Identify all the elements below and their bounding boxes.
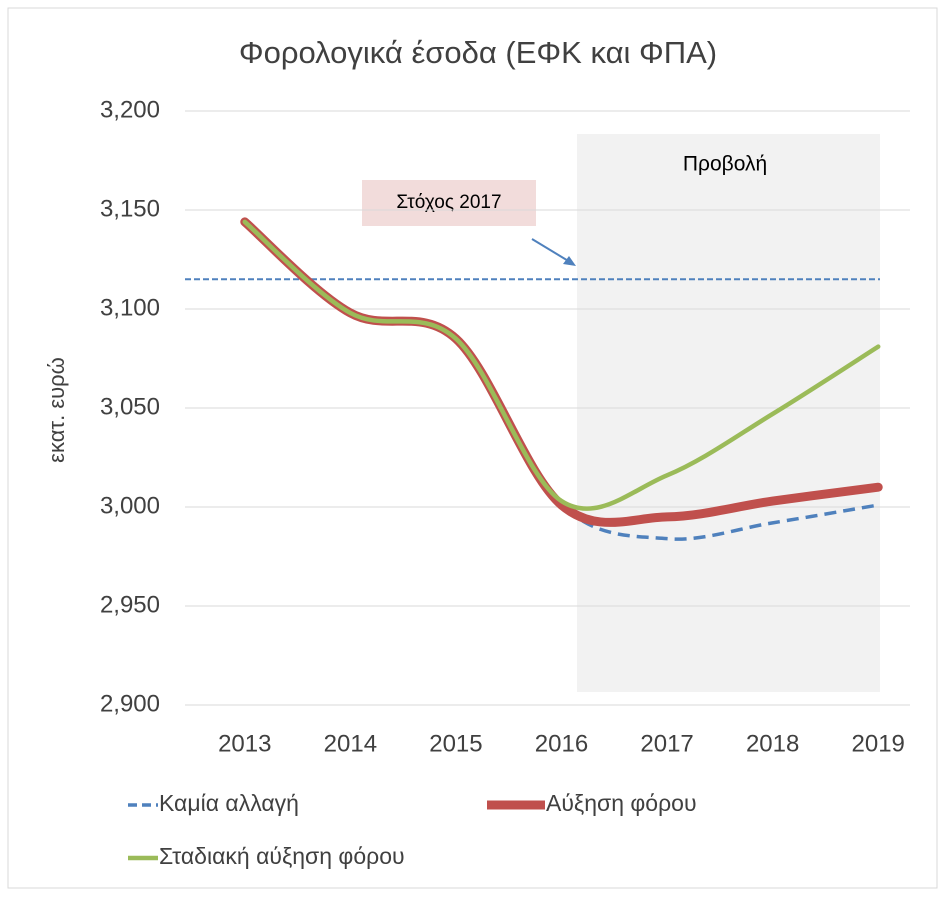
y-tick-label: 2,900 bbox=[100, 690, 160, 717]
x-tick-label: 2014 bbox=[324, 730, 377, 757]
x-tick-label: 2019 bbox=[852, 730, 905, 757]
chart-title: Φορολογικά έσοδα (ΕΦΚ και ΦΠΑ) bbox=[239, 35, 717, 70]
legend-label: Αύξηση φόρου bbox=[546, 790, 697, 816]
legend-label: Καμία αλλαγή bbox=[159, 790, 299, 816]
lines bbox=[185, 217, 883, 541]
y-tick-label: 2,950 bbox=[100, 591, 160, 618]
y-tick-label: 3,100 bbox=[100, 294, 160, 321]
projection-region bbox=[577, 134, 880, 692]
projection-label: Προβολή bbox=[683, 153, 767, 176]
y-tick-label: 3,050 bbox=[100, 393, 160, 420]
grid: 2,900 2,950 3,000 3,050 3,100 3,150 3,200 2013 2… bbox=[100, 96, 910, 757]
y-axis-label: εκατ. ευρώ bbox=[44, 357, 69, 463]
legend-label: Σταδιακή αύξηση φόρου bbox=[159, 843, 405, 869]
x-tick-label: 2017 bbox=[640, 730, 693, 757]
series-line bbox=[242, 219, 881, 511]
target-label-box bbox=[362, 180, 536, 226]
target-arrow bbox=[531, 238, 571, 263]
x-tick-label: 2015 bbox=[429, 730, 482, 757]
x-tick-label: 2016 bbox=[535, 730, 588, 757]
x-tick-label: 2013 bbox=[218, 730, 271, 757]
y-tick-label: 3,150 bbox=[100, 195, 160, 222]
target-label: Στόχος 2017 bbox=[396, 192, 501, 213]
y-tick-label: 3,000 bbox=[100, 492, 160, 519]
target-arrowhead bbox=[563, 256, 576, 266]
y-tick-label: 3,200 bbox=[100, 96, 160, 123]
legend: Καμία αλλαγή Αύξηση φόρου Σταδιακή αύξηση … bbox=[128, 790, 697, 869]
x-tick-label: 2018 bbox=[746, 730, 799, 757]
